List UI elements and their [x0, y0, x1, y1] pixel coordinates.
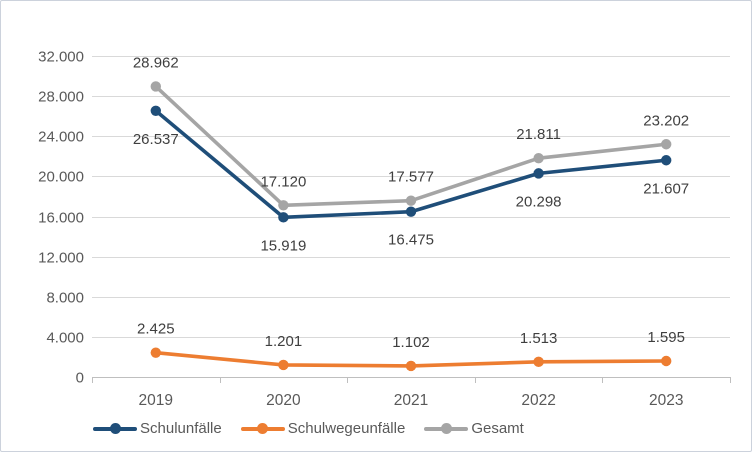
data-point-marker: [278, 212, 289, 223]
series-schulwegeunf-lle: 2.425 1.201 1.102 1.513 1.595: [137, 321, 685, 372]
x-axis-tick-label: 2021: [394, 392, 428, 409]
data-point-label: 15.919: [260, 237, 306, 254]
legend-item-gesamt: Gesamt: [424, 420, 524, 437]
y-axis-tick-label: 4.000: [46, 330, 84, 347]
data-point-marker: [533, 356, 544, 368]
data-point-label: 17.577: [388, 169, 434, 186]
data-point-label: 1.102: [392, 334, 430, 351]
y-axis-tick-label: 32.000: [38, 49, 84, 66]
data-point-marker: [278, 200, 289, 211]
data-point-marker: [150, 347, 161, 358]
data-point-marker: [405, 360, 417, 372]
data-point-label: 28.962: [133, 54, 179, 71]
x-axis: 2019 2020 2021 2022 2023: [92, 377, 731, 409]
y-axis-tick-label: 16.000: [38, 210, 84, 227]
data-point-marker: [150, 105, 161, 117]
data-point-marker: [405, 195, 417, 206]
data-point-label: 1.513: [520, 330, 558, 347]
series-schulunf-lle: 26.537 15.919 16.475 20.298 21.607: [133, 105, 689, 254]
data-point-marker: [150, 81, 161, 92]
y-axis-tick-label: 20.000: [38, 169, 84, 186]
data-point-marker: [533, 168, 544, 179]
x-axis-tick-label: 2022: [521, 392, 555, 409]
data-point-label: 26.537: [133, 131, 179, 148]
data-point-marker: [661, 139, 672, 150]
data-point-marker: [661, 355, 672, 367]
chart-legend: Schulunfälle Schulwegeunfälle Gesamt: [93, 420, 524, 437]
data-point-label: 23.202: [643, 112, 689, 129]
data-point-label: 2.425: [137, 321, 175, 338]
data-point-marker: [278, 359, 289, 371]
y-axis-tick-label: 24.000: [38, 129, 84, 146]
legend-item-schulunfaelle: Schulunfälle: [93, 420, 222, 437]
x-axis-tick-label: 2019: [139, 392, 173, 409]
legend-marker-schulunfaelle-icon: [93, 423, 137, 434]
data-point-marker: [405, 206, 417, 217]
gridlines: [92, 56, 730, 378]
data-point-marker: [533, 153, 544, 164]
data-point-label: 21.607: [643, 180, 689, 197]
y-axis-tick-labels: 0 4.000 8.000 12.000 16.000 20.000 24.000 28.00…: [38, 49, 84, 387]
legend-marker-schulwegeunfaelle-icon: [240, 423, 285, 434]
series-gesamt: 28.962 17.120 17.577 21.811 23.202: [133, 54, 689, 211]
legend-marker-gesamt-icon: [424, 423, 469, 434]
data-point-label: 21.811: [516, 126, 561, 143]
legend-label-schulunfaelle: Schulunfälle: [140, 420, 222, 437]
y-axis-tick-label: 8.000: [46, 290, 84, 307]
legend-label-gesamt: Gesamt: [471, 420, 524, 437]
x-axis-tick-label: 2023: [649, 392, 683, 409]
y-axis-tick-label: 28.000: [38, 89, 84, 106]
data-point-label: 20.298: [516, 193, 562, 210]
series-line: [154, 84, 669, 208]
legend-item-schulwegeunfaelle: Schulwegeunfälle: [240, 420, 406, 437]
data-point-label: 17.120: [260, 173, 306, 190]
legend-label-schulwegeunfaelle: Schulwegeunfälle: [287, 420, 406, 437]
data-point-label: 1.595: [647, 329, 685, 346]
data-point-label: 16.475: [388, 232, 434, 249]
data-point-marker: [661, 155, 672, 166]
x-axis-tick-label: 2020: [266, 392, 301, 409]
data-point-label: 1.201: [265, 333, 303, 350]
y-axis-tick-label: 12.000: [38, 250, 84, 267]
y-axis-tick-label: 0: [76, 370, 84, 387]
